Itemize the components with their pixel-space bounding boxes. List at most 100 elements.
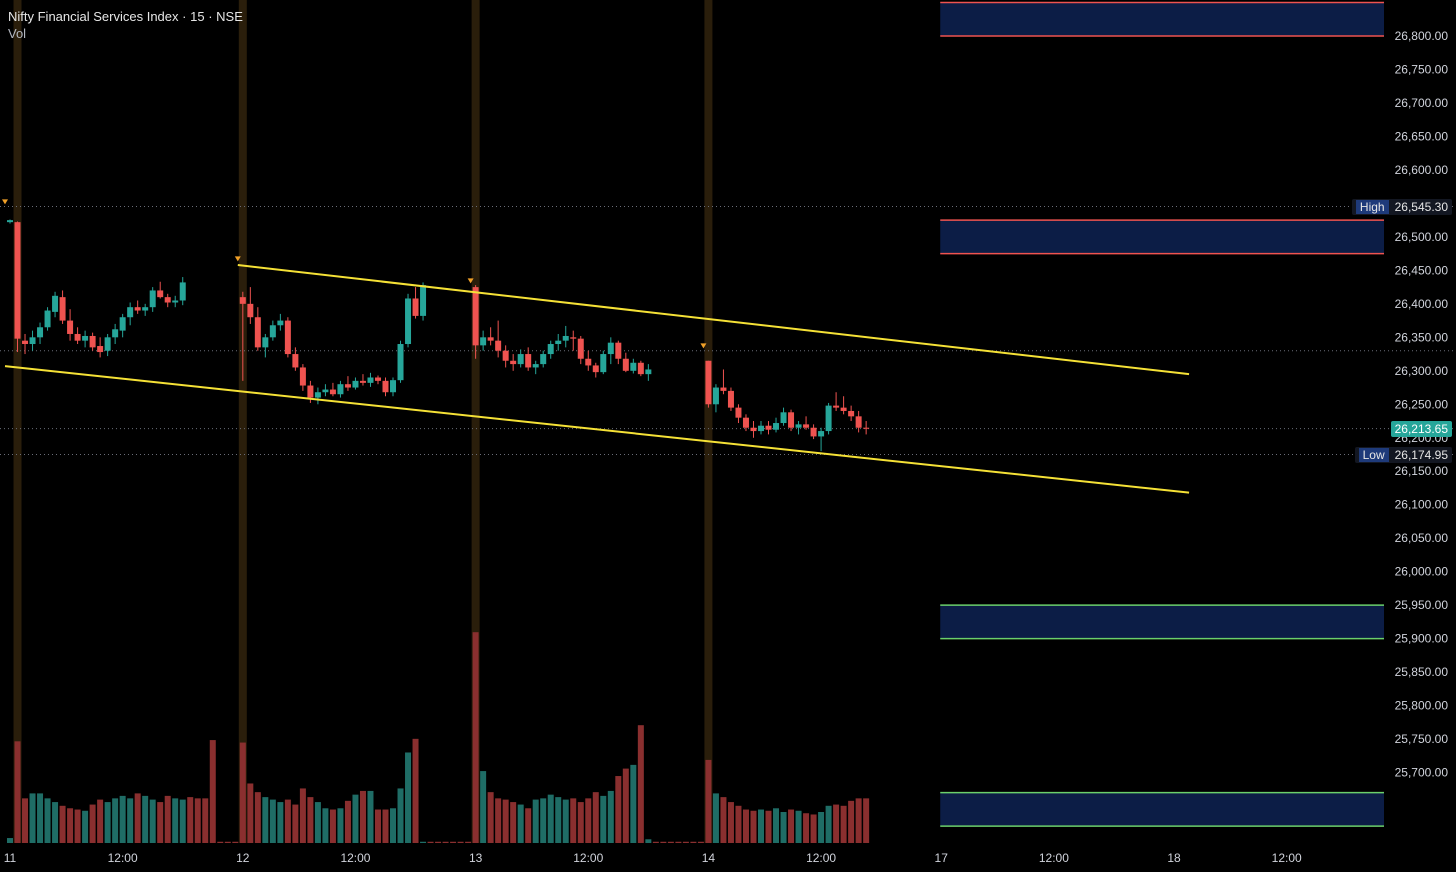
candles <box>7 219 870 452</box>
volume-bar <box>577 802 584 843</box>
candle-body <box>164 297 171 303</box>
candle-body <box>367 377 374 383</box>
candle-body <box>127 307 134 318</box>
price-tick-label: 26,400.00 <box>1395 297 1449 311</box>
volume-bar <box>570 798 577 843</box>
volume-bar <box>803 813 810 843</box>
volume-bar <box>172 798 179 843</box>
price-tick-label: 25,950.00 <box>1395 598 1449 612</box>
volume-bar <box>712 793 719 843</box>
session-band <box>238 0 247 843</box>
session-band <box>13 0 22 843</box>
volume-bar <box>525 808 532 843</box>
volume-bar <box>855 798 862 843</box>
volume-bar <box>22 798 29 843</box>
candle-body <box>510 360 517 365</box>
candle-body <box>67 320 74 334</box>
session-triangle-marker <box>2 199 8 205</box>
candle-body <box>179 282 186 301</box>
volume-bar <box>510 802 517 843</box>
volume-bar <box>517 804 524 843</box>
volume-bar <box>705 759 712 843</box>
candle-body <box>735 407 742 418</box>
support-zone <box>940 792 1384 827</box>
candle-body <box>89 335 96 348</box>
volume-bar <box>29 793 36 843</box>
volume-bar <box>352 794 359 843</box>
volume-bar <box>682 841 689 843</box>
symbol-line[interactable]: Nifty Financial Services Index · 15 · NS… <box>8 8 243 25</box>
volume-bar <box>585 798 592 843</box>
price-tick-label: 26,700.00 <box>1395 96 1449 110</box>
volume-bar <box>645 839 652 843</box>
price-tick-label: 25,800.00 <box>1395 699 1449 713</box>
time-axis: 11 12:00 12 12:00 13 12:00 14 12:00 17 12:00 18 12:… <box>4 851 1302 865</box>
volume-bar <box>592 792 599 843</box>
candle-body <box>97 346 104 353</box>
candle-body <box>532 364 539 368</box>
volume-bar <box>269 799 276 843</box>
candle-body <box>37 327 44 338</box>
candle-body <box>720 387 727 391</box>
volume-bar <box>562 799 569 843</box>
candle-body <box>374 377 381 381</box>
volume-bar <box>14 741 21 843</box>
last-value: 26,213.65 <box>1394 421 1448 436</box>
candle-body <box>397 344 404 381</box>
volume-bar <box>457 841 464 843</box>
volume-bar <box>622 768 629 843</box>
candle-body <box>344 384 351 388</box>
volume-bar <box>697 841 704 843</box>
candle-body <box>262 337 269 348</box>
candle-body <box>863 427 870 429</box>
volume-bar <box>412 738 419 843</box>
candle-body <box>540 354 547 365</box>
separator: · <box>208 9 213 24</box>
candle-body <box>337 384 344 395</box>
candle-body <box>277 320 284 326</box>
volume-bar <box>239 742 246 843</box>
candle-body <box>645 369 652 375</box>
volume-legend[interactable]: Vol <box>8 26 27 41</box>
candle-body <box>292 354 299 368</box>
candle-body <box>487 337 494 341</box>
volume-bar <box>690 841 697 843</box>
candle-body <box>495 340 502 351</box>
volume-bar <box>472 632 479 843</box>
price-tick-label: 25,850.00 <box>1395 665 1449 679</box>
volume-bar <box>442 841 449 843</box>
upper-trendline <box>237 264 1190 376</box>
volume-bar <box>405 752 412 843</box>
volume-bar <box>262 797 269 843</box>
price-tick-label: 26,300.00 <box>1395 364 1449 378</box>
price-axis: 26,800.00 26,750.00 26,700.00 26,650.00 26,6… <box>1395 29 1449 780</box>
volume-bar <box>487 792 494 843</box>
session-band <box>471 0 480 843</box>
candle-body <box>525 354 532 368</box>
candle-body <box>44 310 51 328</box>
high-label: High <box>1355 199 1389 214</box>
candle-body <box>412 298 419 316</box>
candle-body <box>795 424 802 428</box>
volume-bar <box>82 810 89 843</box>
candle-body <box>472 287 479 346</box>
volume-bar <box>104 802 111 843</box>
candle-body <box>352 380 359 388</box>
time-tick-label: 12:00 <box>1039 851 1069 865</box>
price-tick-label: 25,900.00 <box>1395 632 1449 646</box>
candle-body <box>82 335 89 341</box>
candle-body <box>247 303 254 318</box>
symbol-name: Nifty Financial Services Index <box>8 9 179 24</box>
candle-body <box>765 425 772 430</box>
volume-bar <box>450 841 457 843</box>
volume-bar <box>652 841 659 843</box>
volume-bar <box>74 809 81 843</box>
candle-body <box>600 354 607 373</box>
volume-bar <box>465 841 472 843</box>
candle-body <box>562 335 569 341</box>
time-tick-label: 11 <box>4 851 17 865</box>
volume-bar <box>773 808 780 843</box>
time-tick-label: 17 <box>935 851 949 865</box>
volume-bar <box>435 841 442 843</box>
